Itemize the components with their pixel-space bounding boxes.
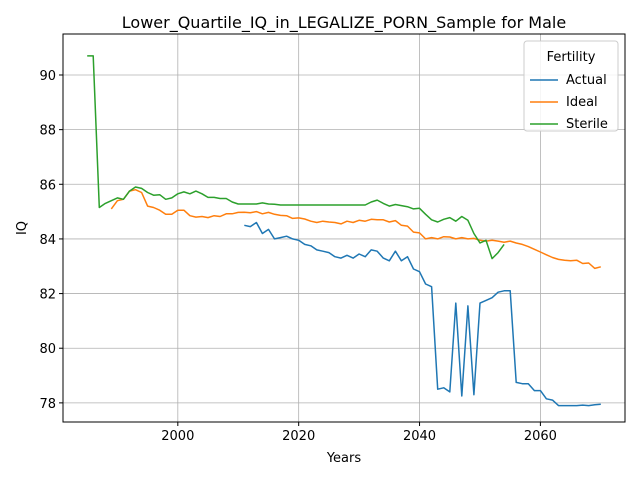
series-line-ideal [110,188,601,270]
legend-entries: Actual Ideal Sterile [530,73,608,132]
x-tick-label: 2060 [524,429,557,444]
series-line-sterile [87,55,505,260]
x-axis: 2000 2020 2040 2060 [161,422,557,444]
y-tick-label: 86 [39,178,56,193]
plot-frame [62,33,626,423]
series-layer [87,55,601,407]
legend-label-actual: Actual [566,73,607,88]
chart-title: Lower_Quartile_IQ_in_LEGALIZE_PORN_Sampl… [122,13,566,33]
legend-label-sterile: Sterile [566,117,608,132]
y-tick-label: 82 [39,288,56,303]
y-tick-label: 84 [39,233,56,248]
legend: Fertility Actual Ideal Sterile [523,40,619,132]
x-tick-label: 2020 [282,429,315,444]
y-axis: 78 80 82 84 86 88 90 [39,69,63,412]
y-tick-label: 80 [39,342,56,357]
x-tick-label: 2000 [161,429,194,444]
y-tick-label: 78 [39,397,56,412]
x-tick-label: 2040 [403,429,436,444]
legend-box [523,40,619,132]
y-axis-label: IQ [15,221,30,235]
legend-label-ideal: Ideal [566,95,598,110]
legend-title: Fertility [547,50,596,65]
y-tick-label: 90 [39,69,56,84]
x-axis-label: Years [326,451,362,466]
y-tick-label: 88 [39,124,56,139]
series-line-actual [244,221,601,407]
